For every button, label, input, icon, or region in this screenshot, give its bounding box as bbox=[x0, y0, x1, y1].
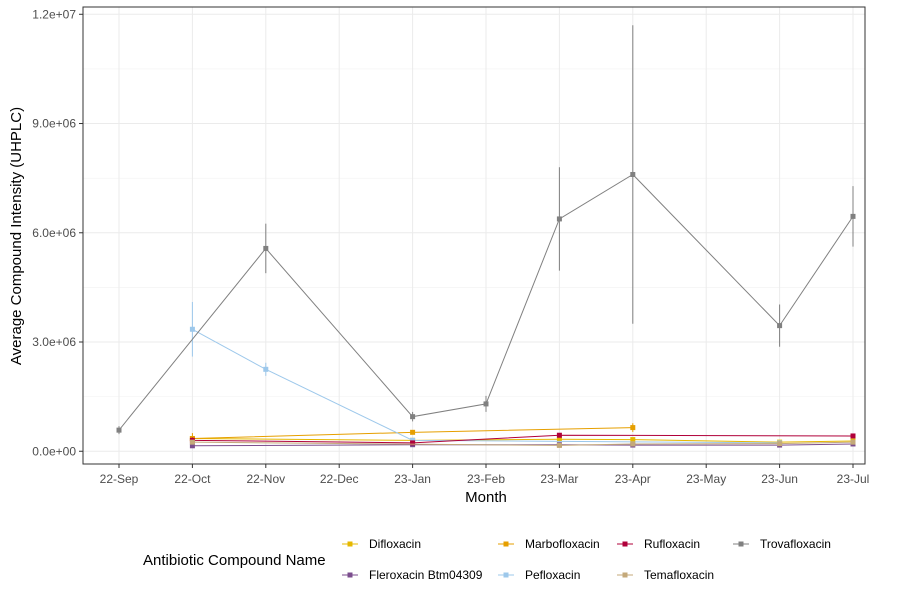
x-tick-label: 23-Jul bbox=[837, 472, 870, 486]
x-tick-label: 22-Dec bbox=[320, 472, 359, 486]
legend-item: Pefloxacin bbox=[498, 568, 580, 582]
y-axis: 0.0e+00 3.0e+06 6.0e+06 9.0e+06 1.2e+07 bbox=[32, 7, 83, 458]
data-point bbox=[556, 442, 562, 448]
series-line bbox=[192, 438, 854, 443]
series-line bbox=[192, 328, 780, 444]
legend-key-marker bbox=[503, 541, 509, 547]
legend-key-marker bbox=[738, 541, 744, 547]
legend-item: Difloxacin bbox=[342, 537, 421, 551]
data-point bbox=[556, 436, 562, 442]
data-point bbox=[556, 432, 562, 438]
legend-label: Pefloxacin bbox=[525, 568, 580, 582]
series-line bbox=[118, 173, 854, 431]
series-trovafloxacin bbox=[116, 25, 856, 435]
x-axis-title: Month bbox=[465, 489, 507, 506]
data-point bbox=[483, 401, 489, 407]
data-point bbox=[263, 245, 269, 251]
plot-panel bbox=[83, 7, 865, 464]
series-layer bbox=[116, 25, 856, 449]
legend-key-marker bbox=[347, 541, 353, 547]
y-tick-label: 3.0e+06 bbox=[32, 335, 76, 349]
x-tick-label: 22-Nov bbox=[246, 472, 285, 486]
data-point bbox=[777, 323, 783, 329]
data-point bbox=[410, 414, 416, 420]
legend-item: Temafloxacin bbox=[617, 568, 714, 582]
x-tick-label: 23-Feb bbox=[467, 472, 505, 486]
legend-label: Trovafloxacin bbox=[760, 537, 831, 551]
data-point bbox=[189, 326, 195, 332]
data-point bbox=[850, 439, 856, 445]
legend-label: Difloxacin bbox=[369, 537, 421, 551]
data-point bbox=[630, 425, 636, 431]
legend-key-marker bbox=[347, 572, 353, 578]
data-point bbox=[410, 440, 416, 446]
legend-item: Marbofloxacin bbox=[498, 537, 600, 551]
y-tick-label: 0.0e+00 bbox=[32, 444, 76, 458]
data-point bbox=[410, 429, 416, 435]
legend-key-marker bbox=[622, 541, 628, 547]
series-temafloxacin bbox=[189, 439, 856, 448]
x-tick-label: 23-Mar bbox=[540, 472, 578, 486]
x-tick-label: 23-May bbox=[686, 472, 726, 486]
legend-title: Antibiotic Compound Name bbox=[143, 552, 326, 569]
x-tick-label: 23-Apr bbox=[615, 472, 651, 486]
y-tick-label: 1.2e+07 bbox=[32, 7, 76, 21]
data-point bbox=[850, 213, 856, 219]
data-point bbox=[263, 366, 269, 372]
legend: Difloxacin Fleroxacin Btm04309 Marbofloxac… bbox=[342, 537, 831, 582]
legend-item: Rufloxacin bbox=[617, 537, 700, 551]
y-tick-label: 9.0e+06 bbox=[32, 117, 76, 131]
x-axis: 22-Sep 22-Oct 22-Nov 22-Dec 23-Jan 23-Feb 23-M… bbox=[100, 464, 870, 486]
data-point bbox=[556, 216, 562, 222]
legend-item: Fleroxacin Btm04309 bbox=[342, 568, 483, 582]
x-tick-label: 22-Sep bbox=[100, 472, 139, 486]
grid bbox=[83, 7, 865, 464]
data-point bbox=[850, 433, 856, 439]
data-point bbox=[630, 437, 636, 443]
legend-label: Rufloxacin bbox=[644, 537, 700, 551]
data-point bbox=[777, 441, 783, 447]
plot-border bbox=[82, 6, 866, 465]
y-axis-title: Average Compound Intensity (UHPLC) bbox=[8, 107, 25, 365]
data-point bbox=[189, 443, 195, 449]
data-point bbox=[630, 441, 636, 447]
x-tick-label: 23-Jan bbox=[394, 472, 431, 486]
legend-key-marker bbox=[503, 572, 509, 578]
data-point bbox=[116, 427, 122, 433]
series-line bbox=[192, 434, 854, 444]
legend-label: Fleroxacin Btm04309 bbox=[369, 568, 483, 582]
data-point bbox=[630, 172, 636, 178]
y-tick-label: 6.0e+06 bbox=[32, 226, 76, 240]
legend-key-marker bbox=[622, 572, 628, 578]
data-point bbox=[189, 439, 195, 445]
legend-item: Trovafloxacin bbox=[733, 537, 831, 551]
series-pefloxacin bbox=[189, 301, 783, 446]
x-tick-label: 23-Jun bbox=[761, 472, 798, 486]
legend-label: Temafloxacin bbox=[644, 568, 714, 582]
data-point bbox=[410, 437, 416, 443]
legend-label: Marbofloxacin bbox=[525, 537, 600, 551]
x-tick-label: 22-Oct bbox=[174, 472, 211, 486]
